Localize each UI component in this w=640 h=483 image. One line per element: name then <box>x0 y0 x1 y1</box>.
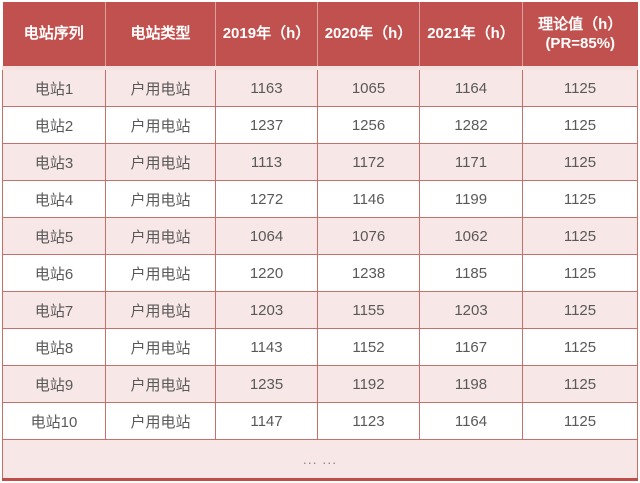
header-cell-station-type: 电站类型 <box>105 2 216 70</box>
table-cell: 1220 <box>215 254 318 292</box>
table-row: 电站7 户用电站 1203 1155 1203 1125 <box>2 291 638 329</box>
table-row: 电站3 户用电站 1113 1172 1171 1125 <box>2 143 638 181</box>
table-cell: 1125 <box>522 402 638 440</box>
table-cell: 1125 <box>522 365 638 403</box>
table-cell: 1146 <box>317 180 420 218</box>
table-cell: 电站6 <box>2 254 106 292</box>
table-row: 电站4 户用电站 1272 1146 1199 1125 <box>2 180 638 218</box>
table-cell: 1203 <box>215 291 318 329</box>
table-cell: 户用电站 <box>105 180 216 218</box>
table-cell: 1172 <box>317 143 420 181</box>
header-row: 电站序列 电站类型 2019年（h） 2020年（h） 2021年（h） 理论值… <box>2 2 638 70</box>
table-cell: 1199 <box>419 180 523 218</box>
table-cell: 1123 <box>317 402 420 440</box>
table-cell: 电站5 <box>2 217 106 255</box>
table-cell: 1164 <box>419 402 523 440</box>
table-cell: 1064 <box>215 217 318 255</box>
table-cell: 1143 <box>215 328 318 366</box>
table-cell: 1147 <box>215 402 318 440</box>
table-cell: 1152 <box>317 328 420 366</box>
more-cell: ... ... <box>2 439 638 480</box>
table-cell: 户用电站 <box>105 106 216 144</box>
table-cell: 1256 <box>317 106 420 144</box>
table-row: 电站10 户用电站 1147 1123 1164 1125 <box>2 402 638 440</box>
table-cell: 户用电站 <box>105 328 216 366</box>
table-cell: 1203 <box>419 291 523 329</box>
table-cell: 户用电站 <box>105 291 216 329</box>
table-cell: 1125 <box>522 106 638 144</box>
table-cell: 1062 <box>419 217 523 255</box>
table-cell: 1163 <box>215 67 318 107</box>
table-cell: 1155 <box>317 291 420 329</box>
table-cell: 户用电站 <box>105 143 216 181</box>
table-cell: 户用电站 <box>105 402 216 440</box>
table-row: 电站2 户用电站 1237 1256 1282 1125 <box>2 106 638 144</box>
table-cell: 1065 <box>317 67 420 107</box>
table-row: 电站8 户用电站 1143 1152 1167 1125 <box>2 328 638 366</box>
table-cell: 户用电站 <box>105 67 216 107</box>
table-cell: 1235 <box>215 365 318 403</box>
table-cell: 户用电站 <box>105 365 216 403</box>
table-cell: 1185 <box>419 254 523 292</box>
table-cell: 1272 <box>215 180 318 218</box>
table-cell: 1076 <box>317 217 420 255</box>
table-cell: 1113 <box>215 143 318 181</box>
table-cell: 1167 <box>419 328 523 366</box>
table-cell: 1238 <box>317 254 420 292</box>
table-cell: 电站10 <box>2 402 106 440</box>
table-cell: 1125 <box>522 328 638 366</box>
header-cell-2020-hours: 2020年（h） <box>317 2 420 70</box>
header-cell-2021-hours: 2021年（h） <box>419 2 523 70</box>
table-cell: 电站1 <box>2 67 106 107</box>
table-cell: 电站8 <box>2 328 106 366</box>
table-cell: 1237 <box>215 106 318 144</box>
table-cell: 户用电站 <box>105 217 216 255</box>
header-cell-2019-hours: 2019年（h） <box>215 2 318 70</box>
table-row: 电站5 户用电站 1064 1076 1062 1125 <box>2 217 638 255</box>
table-cell: 电站2 <box>2 106 106 144</box>
more-row: ... ... <box>2 439 638 480</box>
table-cell: 1125 <box>522 180 638 218</box>
table-cell: 电站4 <box>2 180 106 218</box>
table-cell: 电站3 <box>2 143 106 181</box>
table-cell: 1171 <box>419 143 523 181</box>
table-cell: 户用电站 <box>105 254 216 292</box>
table-cell: 1125 <box>522 291 638 329</box>
table-body: 电站1 户用电站 1163 1065 1164 1125 电站2 户用电站 1237 1256 12… <box>2 67 638 440</box>
table-cell: 1192 <box>317 365 420 403</box>
table-cell: 电站7 <box>2 291 106 329</box>
header-cell-theoretical-value: 理论值（h） (PR=85%) <box>522 2 638 70</box>
table-cell: 电站9 <box>2 365 106 403</box>
table-row: 电站9 户用电站 1235 1192 1198 1125 <box>2 365 638 403</box>
table-cell: 1282 <box>419 106 523 144</box>
table-row: 电站6 户用电站 1220 1238 1185 1125 <box>2 254 638 292</box>
table-cell: 1198 <box>419 365 523 403</box>
table-cell: 1125 <box>522 217 638 255</box>
table-row: 电站1 户用电站 1163 1065 1164 1125 <box>2 67 638 107</box>
table-cell: 1164 <box>419 67 523 107</box>
table-cell: 1125 <box>522 67 638 107</box>
table-cell: 1125 <box>522 254 638 292</box>
table-cell: 1125 <box>522 143 638 181</box>
header-cell-station-index: 电站序列 <box>2 2 106 70</box>
